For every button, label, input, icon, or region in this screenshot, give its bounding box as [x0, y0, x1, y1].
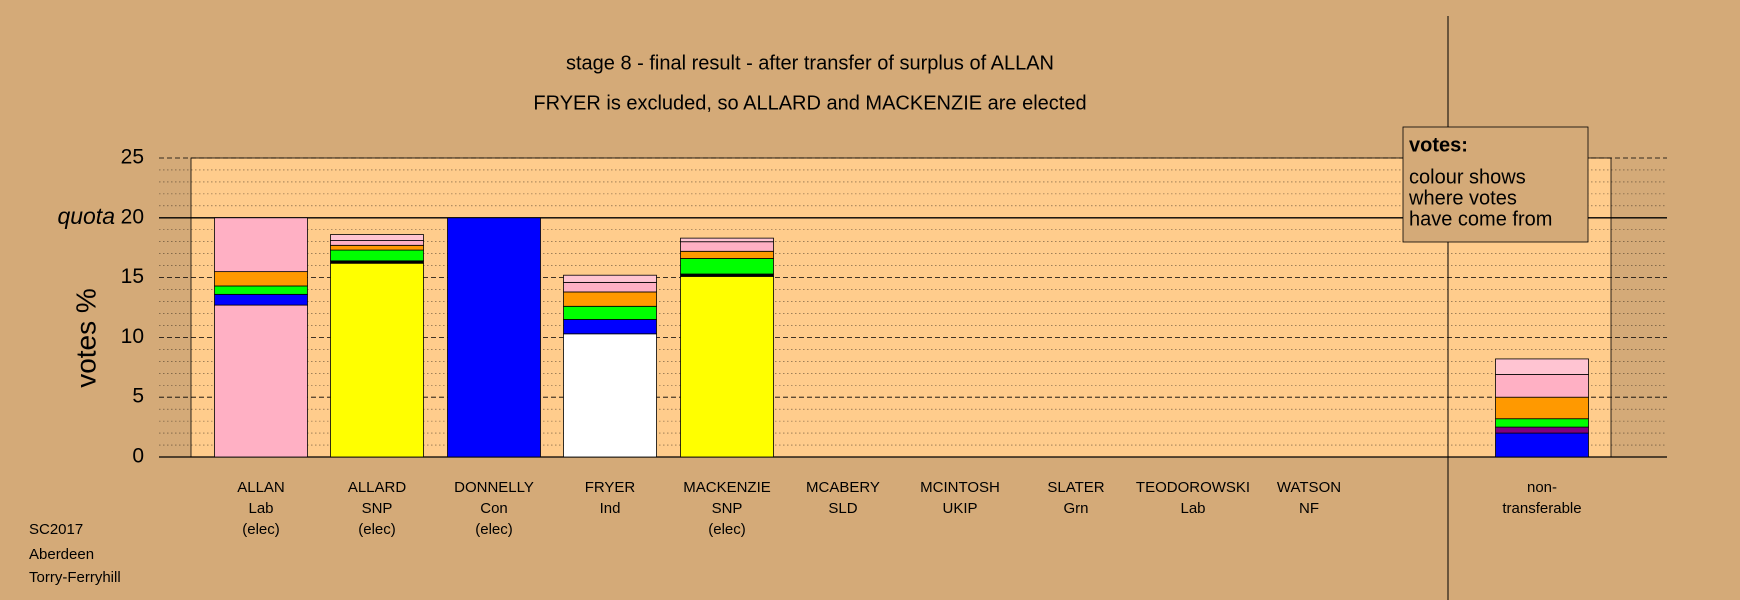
bar-segment	[563, 274, 657, 283]
x-tick-label: (elec)	[708, 521, 746, 538]
x-tick-label: ALLARD	[348, 479, 407, 496]
bar-segment	[680, 241, 774, 252]
x-tick-label: UKIP	[942, 500, 977, 517]
footer-text: Torry-Ferryhill	[29, 569, 121, 586]
x-tick-label: MACKENZIE	[683, 479, 771, 496]
bar-segment	[1495, 374, 1589, 398]
bar-segment	[214, 271, 308, 287]
bar-segment	[680, 258, 774, 275]
bar-segment	[1495, 432, 1589, 458]
legend-text: colour shows	[1409, 166, 1526, 188]
bar-segment	[330, 240, 424, 246]
x-tick-label: DONNELLY	[454, 479, 534, 496]
y-tick-label: 15	[121, 265, 144, 288]
x-tick-label: (elec)	[242, 521, 280, 538]
bar-segment	[214, 293, 308, 306]
plot: 0 5 10 15 20 25 quota ALLAN Lab (elec) ALLARD SNP (e…	[57, 146, 1667, 538]
bar-segment	[214, 217, 308, 273]
bar-segment	[447, 217, 541, 458]
footer-text: Aberdeen	[29, 546, 94, 563]
bar-segment	[563, 291, 657, 307]
legend-box	[1402, 126, 1589, 243]
bar-segment	[563, 319, 657, 335]
x-tick-label: NF	[1299, 500, 1319, 517]
x-tick-label: MCABERY	[806, 479, 880, 496]
x-tick-label: FRYER	[585, 479, 636, 496]
bar-segment	[563, 333, 657, 458]
x-tick-label: MCINTOSH	[920, 479, 1000, 496]
bar-segment	[330, 234, 424, 241]
legend-text: have come from	[1409, 208, 1552, 230]
bar-segment	[1495, 418, 1589, 428]
bar-segment	[563, 281, 657, 293]
y-axis-label: votes %	[70, 288, 101, 388]
y-tick-label: 25	[121, 146, 144, 169]
bar-segment	[214, 304, 308, 458]
x-tick-label: ALLAN	[237, 479, 285, 496]
quota-label: quota	[57, 203, 115, 229]
bar-segment	[330, 244, 424, 251]
bar-segment	[563, 305, 657, 320]
y-tick-label: 20	[121, 205, 144, 228]
chart-title: stage 8 - final result - after transfer …	[566, 52, 1054, 74]
x-tick-label: (elec)	[358, 521, 396, 538]
x-tick-label: Lab	[1180, 500, 1205, 517]
y-tick-label: 5	[132, 385, 144, 408]
x-tick-label: WATSON	[1277, 479, 1341, 496]
x-tick-label: Grn	[1063, 500, 1088, 517]
x-tick-label: (elec)	[475, 521, 513, 538]
bar-segment	[680, 276, 774, 458]
x-tick-label: Ind	[600, 500, 621, 517]
plot-area	[190, 157, 1612, 458]
x-tick-label: Con	[480, 500, 508, 517]
bar-segment	[330, 249, 424, 262]
bar-segment	[680, 237, 774, 243]
y-tick-label: 0	[132, 445, 144, 468]
y-tick-label: 10	[121, 325, 144, 348]
bar-segment	[214, 285, 308, 295]
bar-segment	[680, 250, 774, 259]
x-tick-label: TEODOROWSKI	[1136, 479, 1250, 496]
legend-title: votes:	[1409, 134, 1468, 156]
x-tick-label: transferable	[1502, 500, 1581, 517]
bar-segment	[1495, 396, 1589, 420]
x-tick-label: non-	[1527, 479, 1557, 496]
x-tick-label: Lab	[248, 500, 273, 517]
chart-subtitle: FRYER is excluded, so ALLARD and MACKENZ…	[533, 92, 1086, 114]
x-tick-label: SNP	[712, 500, 743, 517]
x-tick-label: SLD	[828, 500, 857, 517]
x-tick-label: SLATER	[1047, 479, 1104, 496]
legend-text: where votes	[1408, 187, 1517, 209]
footer-text: SC2017	[29, 521, 83, 538]
bar-segment	[330, 262, 424, 458]
bar-segment	[1495, 358, 1589, 375]
x-tick-label: SNP	[362, 500, 393, 517]
bar-segment	[1495, 426, 1589, 434]
